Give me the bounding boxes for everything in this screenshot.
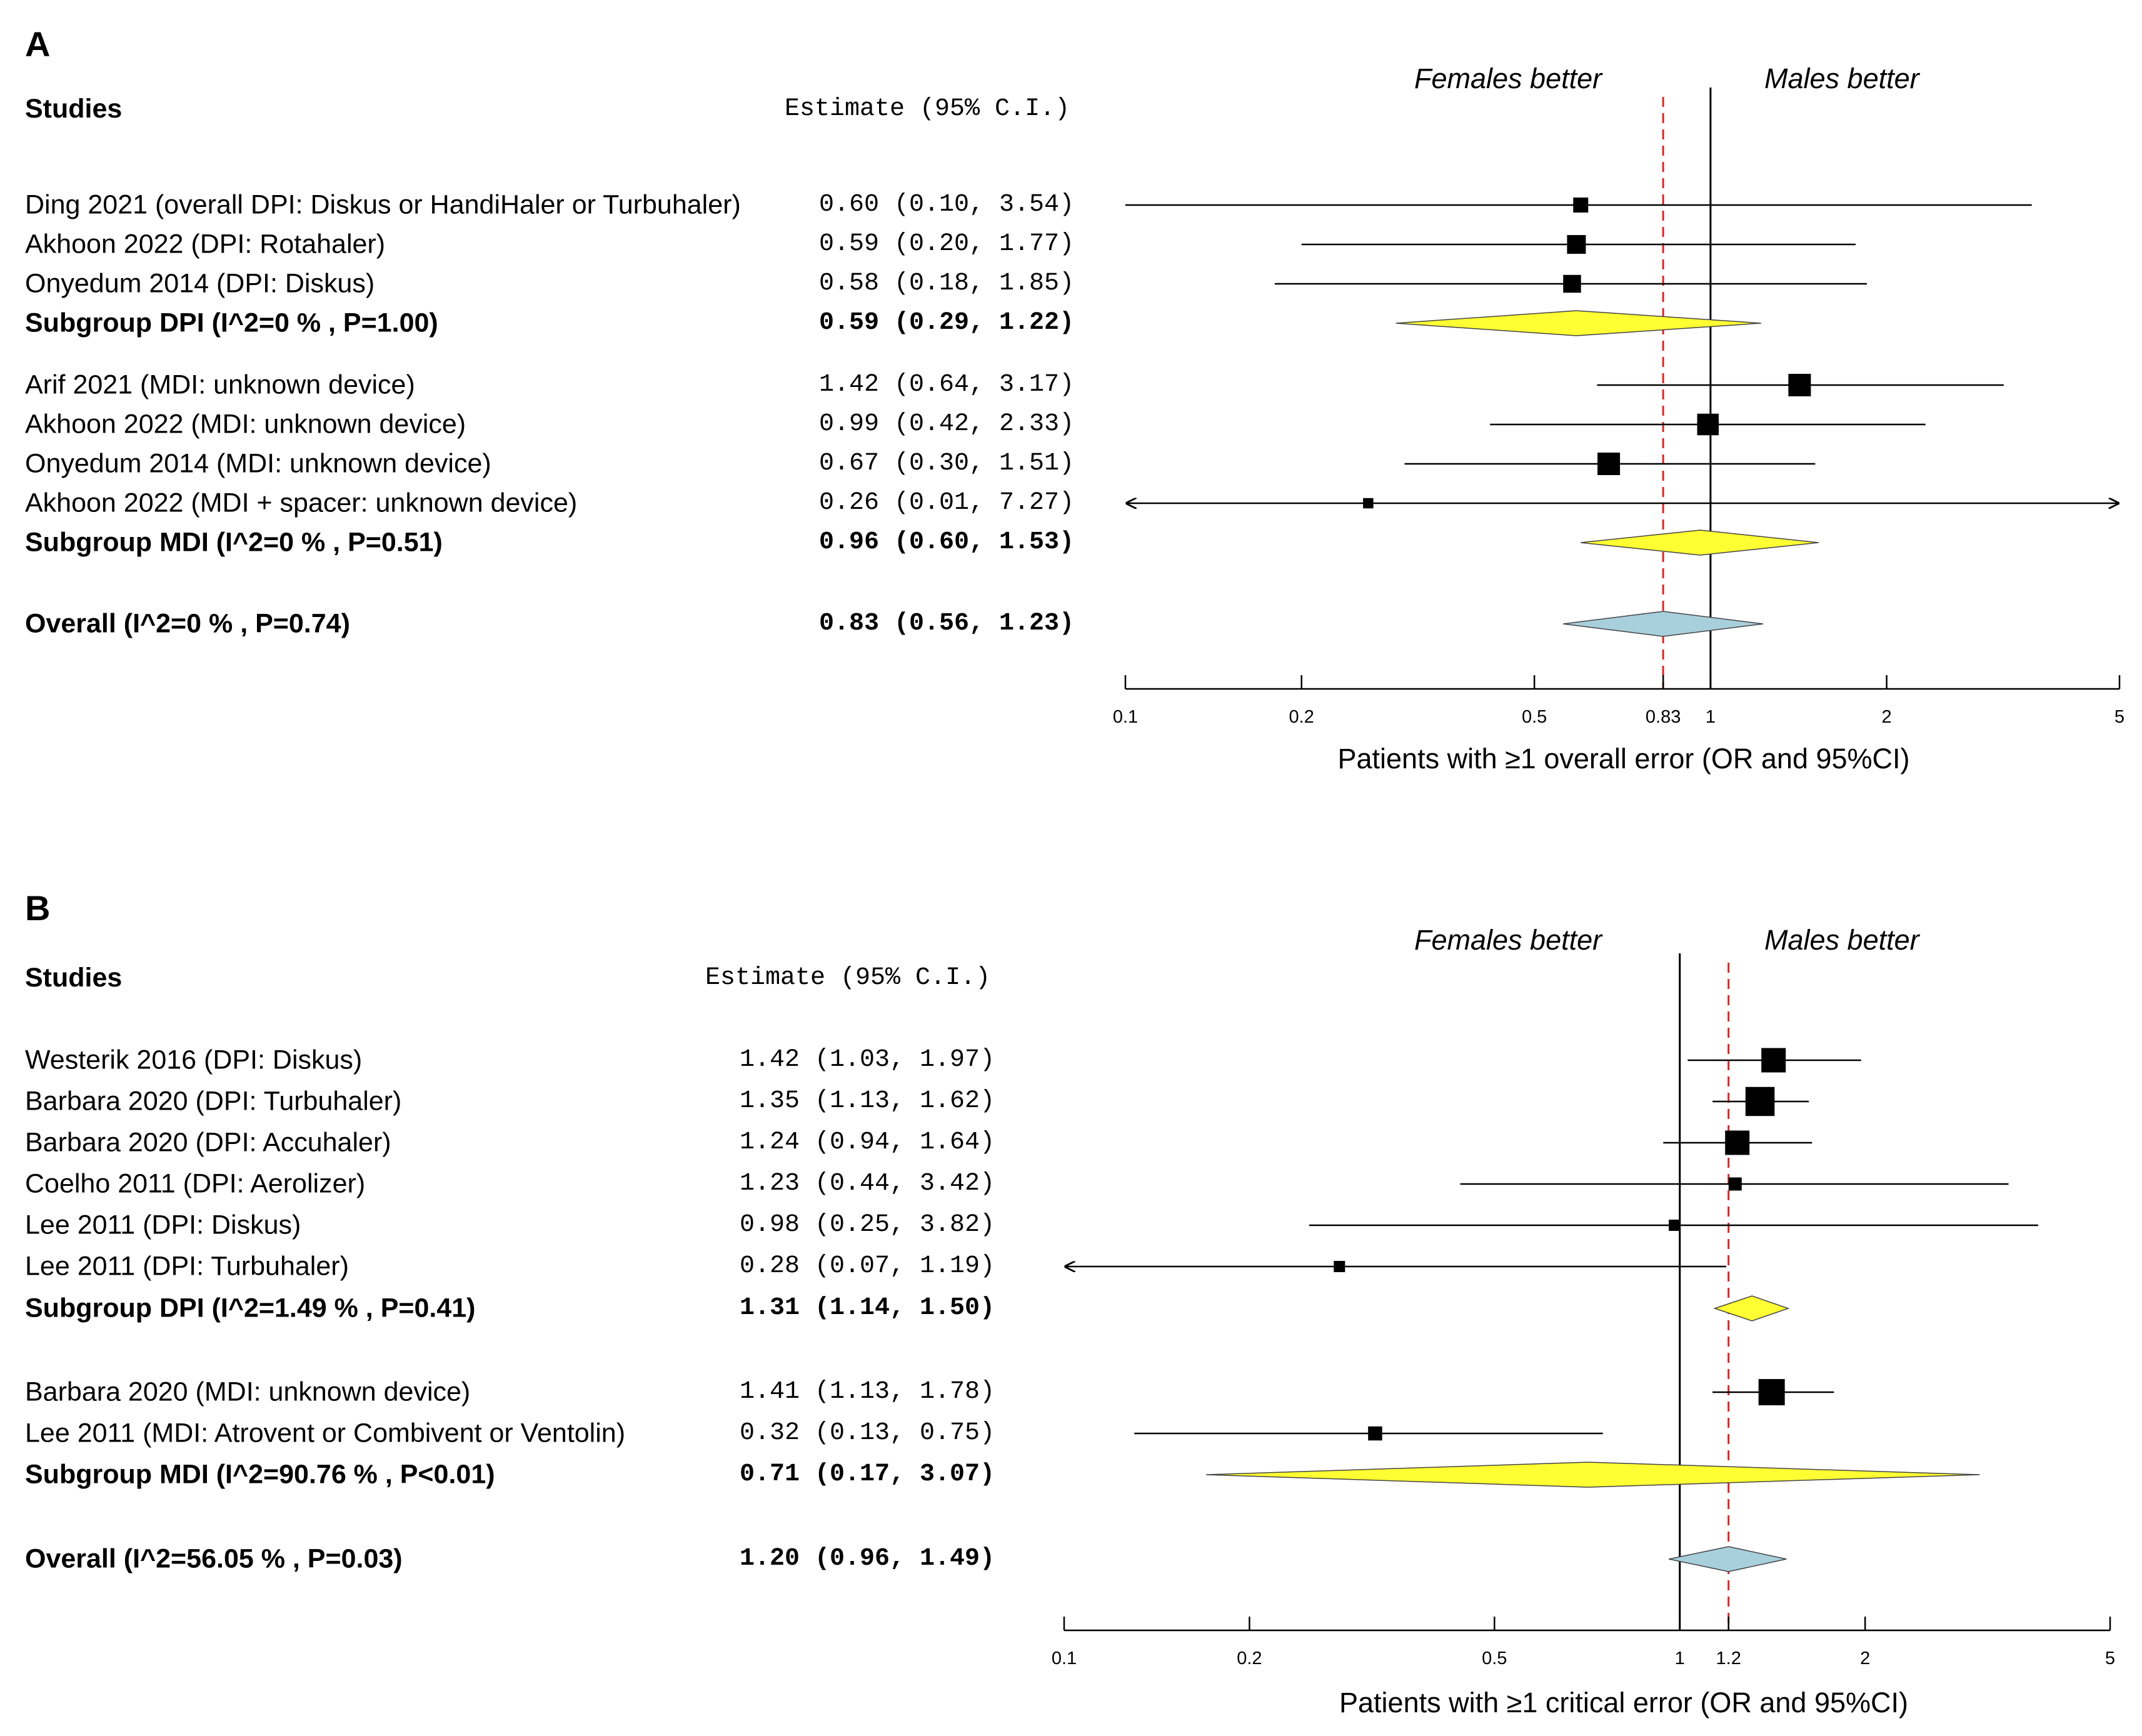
overall-label: Overall (I^2=0 % , P=0.74) — [25, 608, 350, 639]
row-label: Lee 2011 (DPI: Turbuhaler) — [25, 1251, 349, 1282]
row-label: Akhoon 2022 (DPI: Rotahaler) — [25, 229, 386, 259]
forest-plot-b: 0.1 0.2 0.5 1 1.2 2 5 — [1052, 953, 2115, 1668]
x-tick-label: 0.1 — [1113, 707, 1138, 727]
forest-panel-b: B Studies Estimate (95% C.I.) Females be… — [0, 869, 2142, 1736]
point-estimate-square — [1725, 1130, 1750, 1155]
point-estimate-square — [1669, 1220, 1681, 1231]
subgroup-label: Subgroup MDI (I^2=90.76 % , P<0.01) — [25, 1459, 495, 1490]
row-label: Barbara 2020 (MDI: unknown device) — [25, 1377, 471, 1407]
row-label: Lee 2011 (DPI: Diskus) — [25, 1210, 301, 1240]
row-estimate: 0.28 (0.07, 1.19) — [740, 1252, 995, 1280]
x-tick-label: 0.5 — [1482, 1648, 1507, 1668]
overall-label: Overall (I^2=56.05 % , P=0.03) — [25, 1543, 403, 1574]
row-estimate: 0.60 (0.10, 3.54) — [819, 191, 1075, 219]
row-estimate: 0.67 (0.30, 1.51) — [819, 449, 1075, 478]
panel-label: A — [25, 24, 51, 64]
subgroup-label: Subgroup MDI (I^2=0 % , P=0.51) — [25, 527, 443, 558]
row-label: Coelho 2011 (DPI: Aerolizer) — [25, 1168, 366, 1199]
subgroup-diamond — [1205, 1462, 1980, 1488]
x-axis-title: Patients with ≥1 critical error (OR and … — [1339, 1687, 1908, 1718]
subgroup-estimate: 0.59 (0.29, 1.22) — [819, 309, 1075, 337]
subgroup-diamond — [1713, 1295, 1790, 1322]
x-tick-label: 2 — [1860, 1648, 1870, 1668]
row-label: Ding 2021 (overall DPI: Diskus or HandiH… — [25, 189, 741, 220]
row-estimate: 0.32 (0.13, 0.75) — [740, 1419, 995, 1447]
studies-header: Studies — [25, 963, 123, 993]
row-label: Barbara 2020 (DPI: Turbuhaler) — [25, 1086, 402, 1116]
point-estimate-square — [1761, 1048, 1786, 1073]
row-estimate: 1.24 (0.94, 1.64) — [740, 1128, 995, 1156]
point-estimate-square — [1758, 1379, 1785, 1405]
overall-diamond — [1563, 611, 1764, 637]
males-better-label: Males better — [1764, 63, 1919, 94]
x-tick-label: 0.1 — [1052, 1648, 1077, 1668]
row-estimate: 1.35 (1.13, 1.62) — [740, 1087, 995, 1115]
row-estimate: 0.59 (0.20, 1.77) — [819, 230, 1075, 258]
row-label: Westerik 2016 (DPI: Diskus) — [25, 1045, 363, 1075]
row-estimate: 1.42 (1.03, 1.97) — [740, 1046, 995, 1074]
row-estimate: 0.99 (0.42, 2.33) — [819, 410, 1075, 438]
x-tick-label: 2 — [1882, 707, 1892, 727]
females-better-label: Females better — [1414, 63, 1602, 94]
forest-plot-a: 0.1 0.2 0.5 0.83 1 2 5 — [1113, 88, 2124, 727]
x-tick-label: 0.83 — [1646, 707, 1681, 727]
point-estimate-square — [1567, 235, 1586, 254]
row-estimate: 1.42 (0.64, 3.17) — [819, 371, 1075, 399]
x-tick-label: 5 — [2114, 707, 2124, 727]
row-label: Onyedum 2014 (MDI: unknown device) — [25, 448, 491, 479]
subgroup-estimate: 0.71 (0.17, 3.07) — [740, 1460, 995, 1488]
row-label: Barbara 2020 (DPI: Accuhaler) — [25, 1127, 391, 1158]
point-estimate-square — [1563, 274, 1581, 293]
row-label: Akhoon 2022 (MDI: unknown device) — [25, 409, 466, 439]
point-estimate-square — [1697, 413, 1719, 436]
point-estimate-square — [1368, 1426, 1382, 1441]
row-estimate: 0.58 (0.18, 1.85) — [819, 269, 1075, 298]
overall-estimate: 0.83 (0.56, 1.23) — [819, 610, 1075, 638]
point-estimate-square — [1745, 1086, 1775, 1116]
point-estimate-square — [1573, 198, 1589, 213]
males-better-label: Males better — [1764, 924, 1919, 956]
row-label: Arif 2021 (MDI: unknown device) — [25, 369, 415, 400]
x-tick-label: 1.2 — [1716, 1648, 1741, 1668]
studies-header: Studies — [25, 94, 123, 124]
row-label: Akhoon 2022 (MDI + spacer: unknown devic… — [25, 488, 578, 518]
forest-panel-a: A Studies Estimate (95% C.I.) Females be… — [25, 24, 2124, 775]
subgroup-diamond — [1581, 529, 1819, 556]
row-estimate: 0.98 (0.25, 3.82) — [740, 1211, 995, 1239]
subgroup-diamond — [1395, 310, 1761, 336]
x-tick-label: 0.2 — [1289, 707, 1314, 727]
panel-label: B — [25, 888, 51, 928]
point-estimate-square — [1334, 1261, 1345, 1272]
point-estimate-square — [1363, 498, 1374, 509]
x-tick-label: 5 — [2105, 1648, 2115, 1668]
row-estimate: 1.41 (1.13, 1.78) — [740, 1378, 995, 1406]
x-tick-label: 1 — [1706, 707, 1716, 727]
overall-estimate: 1.20 (0.96, 1.49) — [740, 1545, 995, 1573]
estimate-header: Estimate (95% C.I.) — [785, 95, 1070, 123]
subgroup-estimate: 1.31 (1.14, 1.50) — [740, 1294, 995, 1322]
females-better-label: Females better — [1414, 924, 1602, 956]
subgroup-estimate: 0.96 (0.60, 1.53) — [819, 528, 1075, 556]
row-label: Onyedum 2014 (DPI: Diskus) — [25, 268, 375, 299]
point-estimate-square — [1728, 1177, 1742, 1191]
point-estimate-square — [1788, 374, 1811, 396]
x-axis-title: Patients with ≥1 overall error (OR and 9… — [1337, 743, 1910, 775]
row-estimate: 0.26 (0.01, 7.27) — [819, 489, 1075, 517]
subgroup-label: Subgroup DPI (I^2=0 % , P=1.00) — [25, 308, 438, 338]
point-estimate-square — [1597, 453, 1621, 475]
subgroup-label: Subgroup DPI (I^2=1.49 % , P=0.41) — [25, 1293, 476, 1323]
row-estimate: 1.23 (0.44, 3.42) — [740, 1170, 995, 1198]
overall-diamond — [1669, 1546, 1787, 1572]
x-tick-label: 0.2 — [1237, 1648, 1262, 1668]
row-label: Lee 2011 (MDI: Atrovent or Combivent or … — [25, 1418, 626, 1448]
estimate-header: Estimate (95% C.I.) — [705, 964, 991, 992]
x-tick-label: 1 — [1675, 1648, 1685, 1668]
x-tick-label: 0.5 — [1522, 707, 1547, 727]
